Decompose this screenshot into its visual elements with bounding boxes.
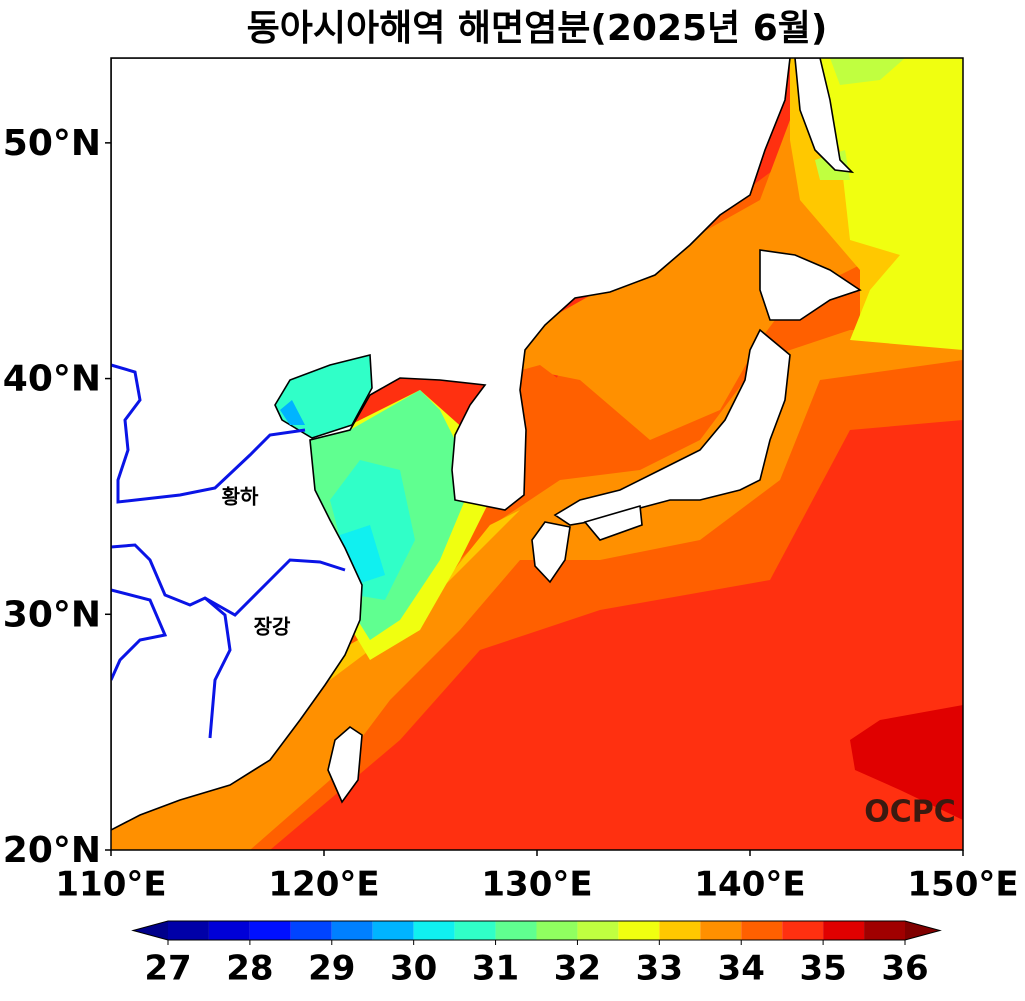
- x-tick-label: 140°E: [694, 865, 805, 905]
- field-region: [820, 58, 963, 350]
- colorbar-under: [133, 921, 168, 940]
- river-label: 장강: [254, 615, 291, 639]
- colorbar-bin: [700, 921, 742, 940]
- colorbar-bin: [495, 921, 537, 940]
- colorbar-tick-label: 29: [308, 949, 355, 989]
- colorbar-bin: [741, 921, 783, 940]
- colorbar-bin: [290, 921, 332, 940]
- colorbar-tick-label: 36: [881, 949, 928, 989]
- colorbar-bin: [208, 921, 250, 940]
- title: 동아시아해역 해면염분(2025년 6월): [247, 8, 828, 49]
- x-tick-label: 110°E: [55, 865, 166, 905]
- colorbar-tick-label: 28: [226, 949, 273, 989]
- colorbar-bin: [577, 921, 619, 940]
- colorbar-tick-label: 30: [390, 949, 437, 989]
- logo: OCPC: [864, 795, 956, 830]
- colorbar: 27 28 29 30 31 32 33 34 35 36: [131, 920, 942, 989]
- colorbar-bin: [864, 921, 905, 940]
- colorbar-bin: [249, 921, 291, 940]
- y-tick-label: 50°N: [3, 123, 101, 164]
- salinity-field: [111, 58, 963, 850]
- colorbar-bin: [782, 921, 824, 940]
- colorbar-bin: [823, 921, 865, 940]
- colorbar-tick-label: 27: [144, 949, 191, 989]
- river: [111, 588, 168, 681]
- x-tick-label: 120°E: [268, 865, 379, 905]
- colorbar-bin: [618, 921, 660, 940]
- colorbar-bin: [413, 921, 455, 940]
- hokkaido: [759, 249, 862, 321]
- colorbar-bin: [372, 921, 414, 940]
- sakhalin: [794, 58, 855, 174]
- field-region: [850, 705, 963, 820]
- field-region: [280, 400, 305, 425]
- colorbar-over: [905, 921, 940, 940]
- colorbar-bin: [454, 921, 496, 940]
- colorbar-bin: [659, 921, 701, 940]
- kyushu: [531, 521, 571, 584]
- colorbar-bin: [331, 921, 373, 940]
- colorbar-tick-label: 35: [799, 949, 846, 989]
- axis-ticks: 110°E 120°E 130°E 140°E 150°E 20°N 30°N 40°N 50°…: [3, 123, 1019, 905]
- x-tick-label: 130°E: [481, 865, 592, 905]
- river: [111, 363, 306, 504]
- colorbar-bin: [536, 921, 578, 940]
- land: [111, 58, 791, 831]
- river: [204, 596, 232, 739]
- field-region: [830, 58, 905, 85]
- taiwan: [327, 725, 363, 804]
- river-label: 황하: [222, 485, 259, 509]
- shikoku: [583, 504, 643, 541]
- colorbar-tick-label: 34: [718, 949, 765, 989]
- y-tick-label: 20°N: [3, 830, 101, 871]
- colorbar-tick-label: 32: [554, 949, 601, 989]
- colorbar-tick-label: 33: [636, 949, 683, 989]
- colorbar-tick-label: 31: [472, 949, 519, 989]
- colorbar-bin: [168, 921, 209, 940]
- x-tick-label: 150°E: [907, 865, 1018, 905]
- y-tick-label: 40°N: [3, 359, 101, 400]
- y-tick-label: 30°N: [3, 594, 101, 635]
